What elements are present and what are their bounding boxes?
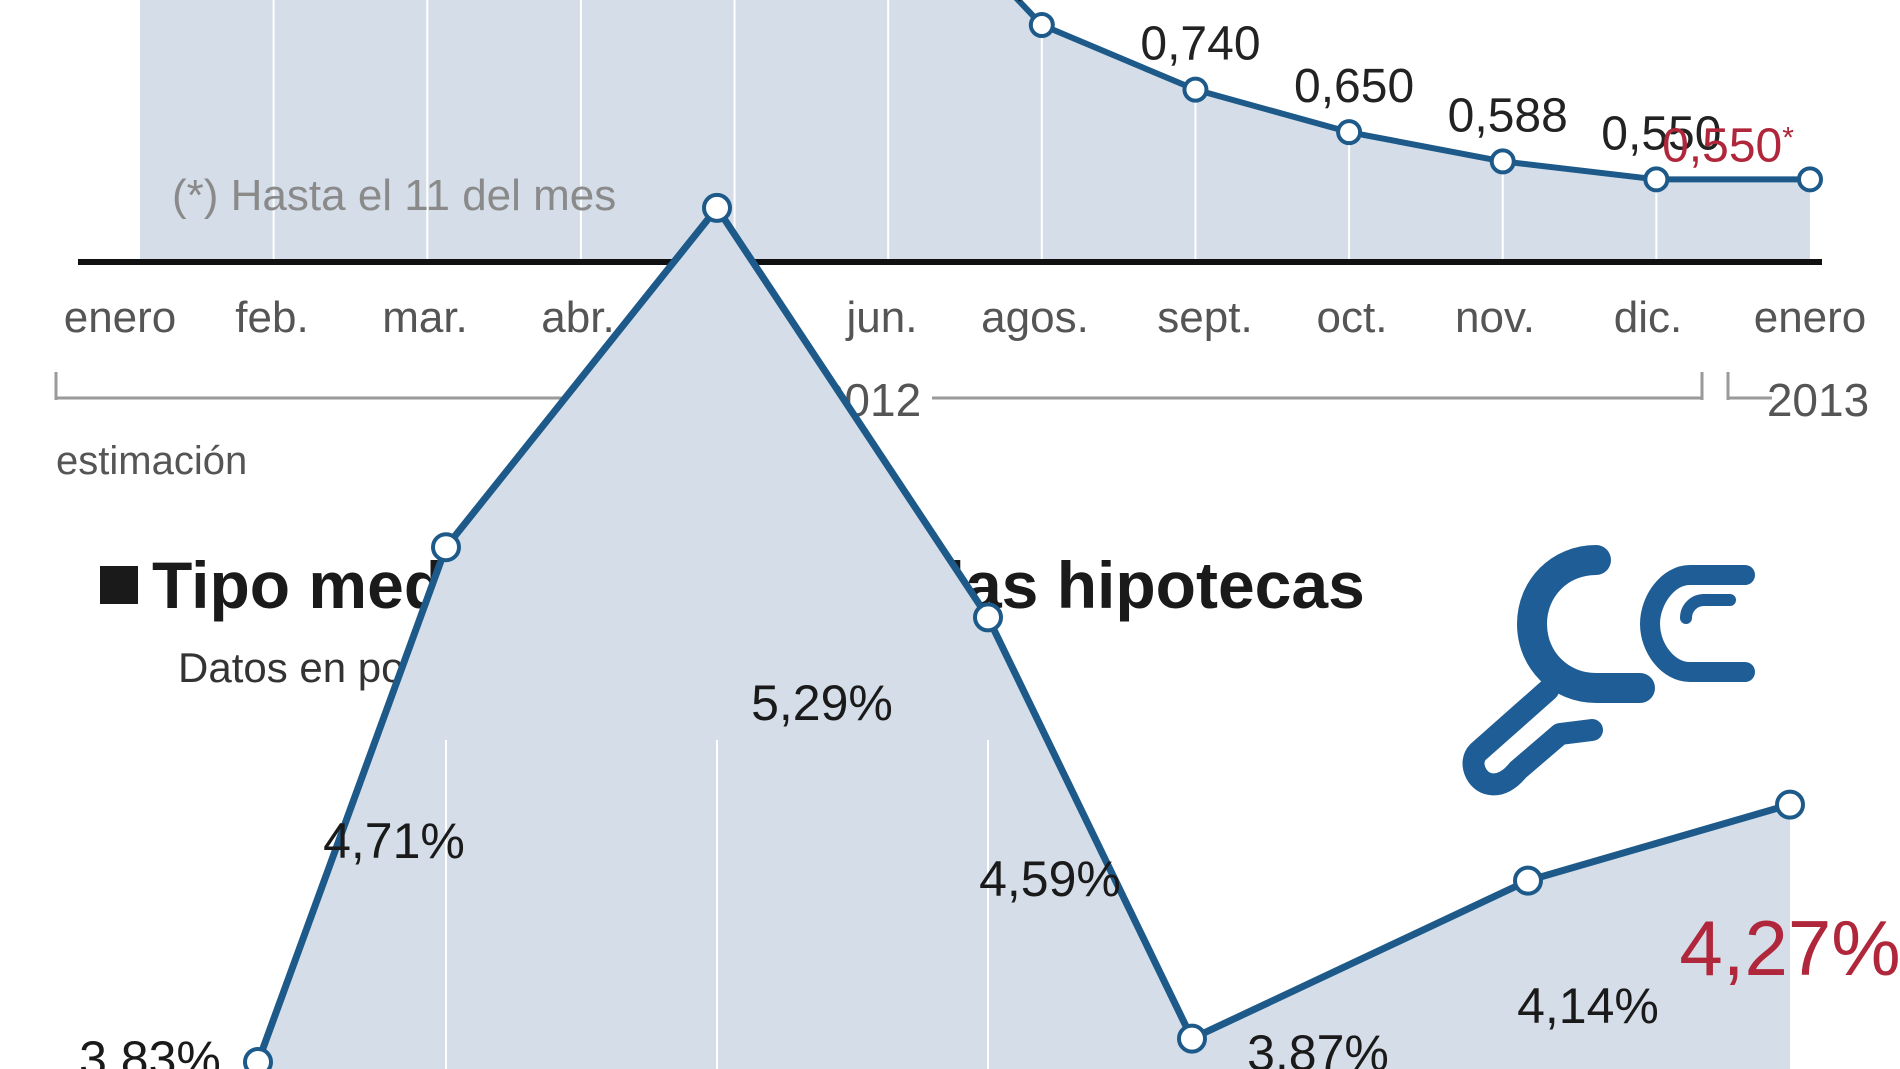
top-month-label: mar. [382, 293, 468, 342]
bottom-gridlines [445, 740, 989, 1069]
top-value-label: 0,550 [1601, 107, 1721, 160]
top-point [1028, 12, 1055, 38]
top-month-label: dic. [1614, 293, 1682, 342]
year-2013-label: 2013 [1767, 374, 1869, 426]
bottom-point [431, 532, 461, 563]
bottom-value-label: 4,59% [979, 851, 1121, 907]
top-point [1336, 119, 1363, 146]
top-point [1643, 166, 1670, 193]
bottom-point [1177, 1023, 1207, 1054]
footnote-estimacion: estimación [56, 439, 247, 483]
bottom-point [1775, 789, 1805, 820]
bottom-value-label: 3,83% [79, 1031, 221, 1069]
top-point [1489, 148, 1516, 175]
top-month-label: feb. [235, 293, 308, 342]
bottom-value-label: 5,29% [751, 675, 893, 731]
bottom-value-label: 4,27% [1679, 904, 1900, 992]
top-series-line [1013, 0, 1810, 183]
top-value-label: 0,877 [987, 0, 1107, 6]
bottom-value-label: 3,87% [1247, 1025, 1389, 1069]
top-point [1182, 76, 1209, 103]
top-data-points [1028, 12, 1823, 193]
bottom-point [1513, 865, 1543, 896]
top-note: (*) Hasta el 11 del mes [172, 171, 616, 220]
bottom-chart: Tipo medio de interés en las hipotecas D… [79, 192, 1900, 1069]
top-area-fill [140, 0, 1810, 259]
title-bullet [100, 566, 138, 604]
top-month-label: abr. [541, 293, 614, 342]
top-value-label: 0,550* [1662, 119, 1794, 172]
top-month-label: nov. [1455, 293, 1535, 342]
top-month-label: agos. [981, 293, 1089, 342]
top-value-label: 0,740 [1140, 18, 1260, 71]
top-month-label: enero [1754, 293, 1867, 342]
top-month-label: enero [64, 293, 177, 342]
top-value-asterisk: * [1782, 121, 1794, 154]
bottom-point [702, 192, 732, 223]
bottom-value-label: 4,71% [323, 813, 465, 869]
top-value-label: 0,650 [1294, 60, 1414, 113]
year-bracket-2012: 2012 [54, 372, 1704, 426]
top-month-labels: enerofeb.mar.abr.may.jun.agos.sept.oct.n… [64, 293, 1867, 342]
top-value-label: 0,588 [1448, 89, 1568, 142]
bottom-point [973, 602, 1003, 633]
bottom-point [243, 1047, 273, 1069]
bottom-area-fill [258, 207, 1790, 1069]
bottom-value-label: 4,14% [1517, 978, 1659, 1034]
key-logo-icon [1462, 545, 1755, 796]
top-gridlines [272, 0, 1658, 259]
top-point [1797, 166, 1823, 193]
top-month-label: jun. [845, 293, 918, 342]
bottom-value-labels: 3,83% 4,71% 5,29% 4,59% 3,87% 4,14% 4,27% [79, 675, 1900, 1069]
top-month-label: oct. [1317, 293, 1388, 342]
top-month-label: sept. [1157, 293, 1252, 342]
year-bracket-2013: 2013 [1726, 372, 1869, 426]
bottom-data-points [243, 192, 1805, 1069]
